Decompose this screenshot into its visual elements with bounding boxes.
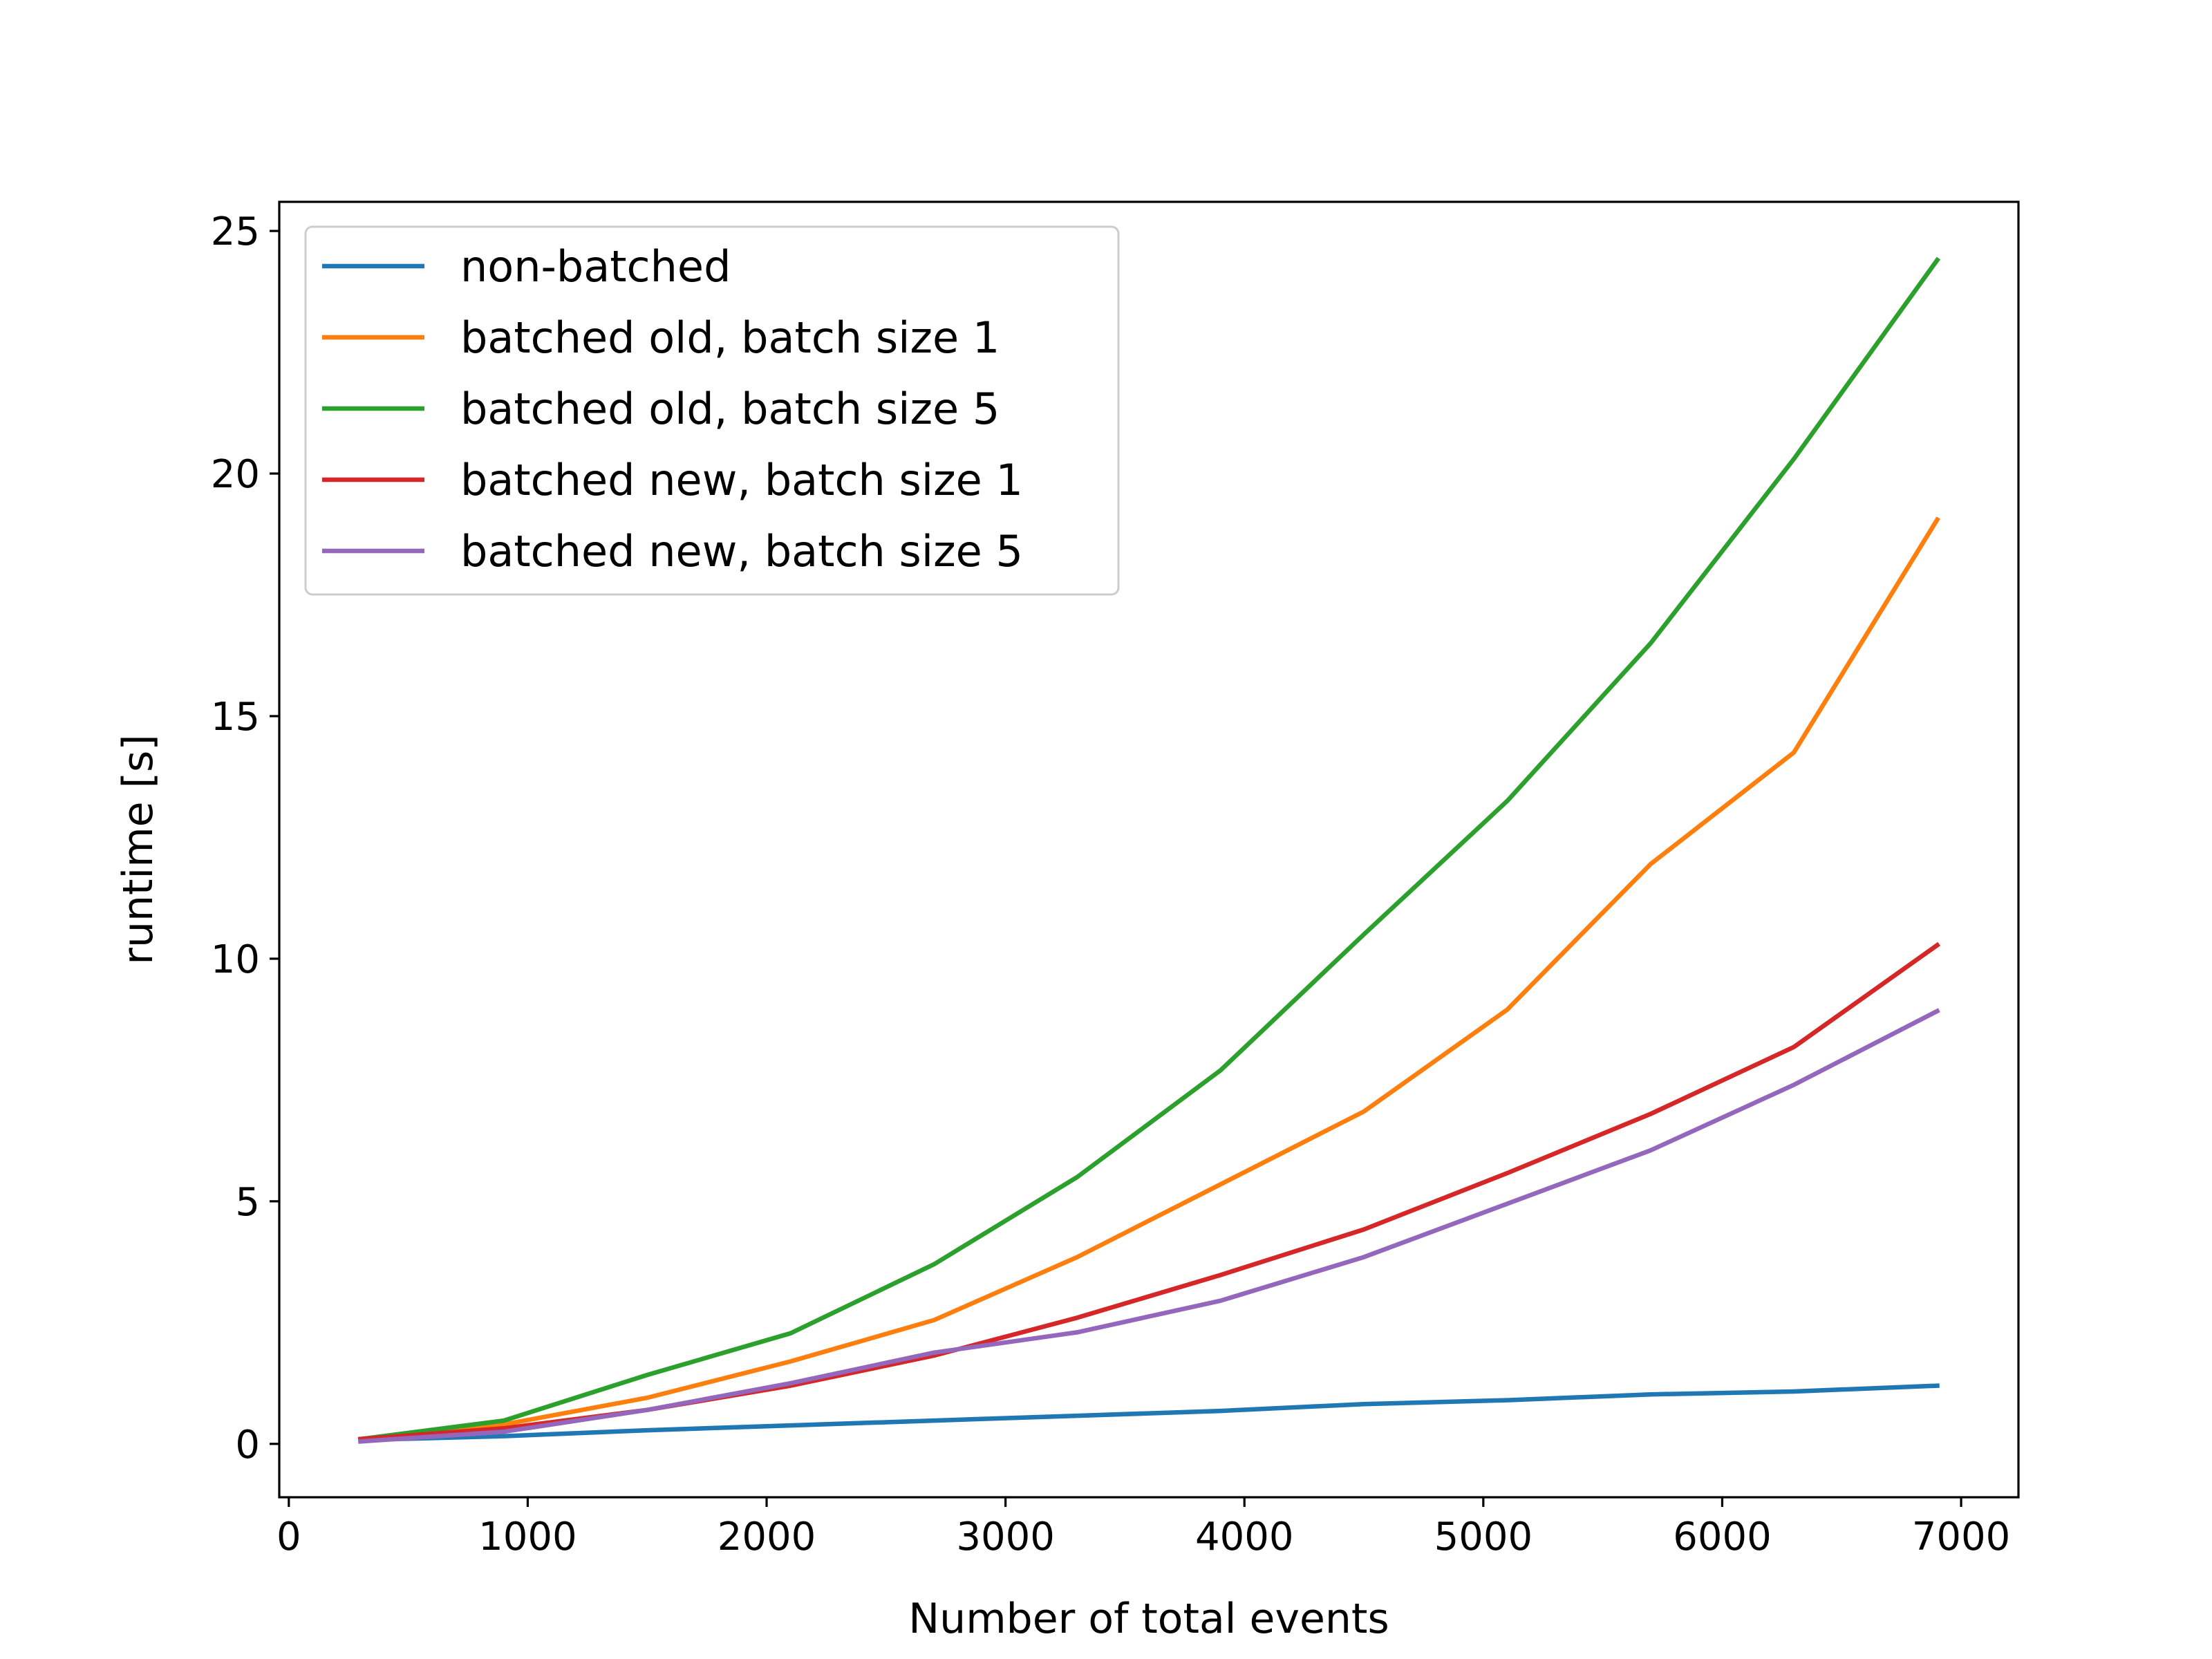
x-tick-label: 7000 <box>1912 1515 2011 1559</box>
x-tick-label: 3000 <box>956 1515 1055 1559</box>
x-tick-label: 6000 <box>1673 1515 1772 1559</box>
y-tick-label: 20 <box>211 452 260 497</box>
legend-label-4: batched new, batch size 1 <box>460 455 1023 505</box>
series-line-2 <box>357 516 1940 1442</box>
legend-label-1: non-batched <box>460 241 731 292</box>
x-tick-label: 1000 <box>478 1515 577 1559</box>
legend: non-batched batched old, batch size 1 batc… <box>304 225 1120 596</box>
y-axis-label: runtime [s] <box>114 734 162 964</box>
x-tick-label: 5000 <box>1434 1515 1533 1559</box>
x-tick-label: 0 <box>276 1515 301 1559</box>
x-axis-label: Number of total events <box>908 1595 1389 1643</box>
legend-label-3: batched old, batch size 5 <box>460 384 1000 434</box>
series-line-3 <box>357 256 1941 1442</box>
x-tick-label: 4000 <box>1195 1515 1294 1559</box>
series-layer <box>357 256 1941 1444</box>
series-line-5 <box>358 1008 1940 1444</box>
legend-box <box>304 225 1120 596</box>
y-tick-label: 15 <box>211 695 260 740</box>
y-tick-label: 25 <box>211 209 260 254</box>
legend-label-2: batched old, batch size 1 <box>460 312 1000 363</box>
x-axis: 0 1000 2000 3000 4000 5000 6000 7000 <box>276 1497 2010 1559</box>
y-axis: 0 5 10 15 20 25 <box>211 209 279 1468</box>
legend-label-5: batched new, batch size 5 <box>460 526 1023 577</box>
y-tick-label: 5 <box>235 1180 260 1225</box>
series-line-1 <box>358 1383 1940 1443</box>
x-tick-label: 2000 <box>718 1515 816 1559</box>
y-tick-label: 0 <box>235 1423 260 1468</box>
y-tick-label: 10 <box>211 937 260 982</box>
plot-frame <box>278 200 2020 1499</box>
